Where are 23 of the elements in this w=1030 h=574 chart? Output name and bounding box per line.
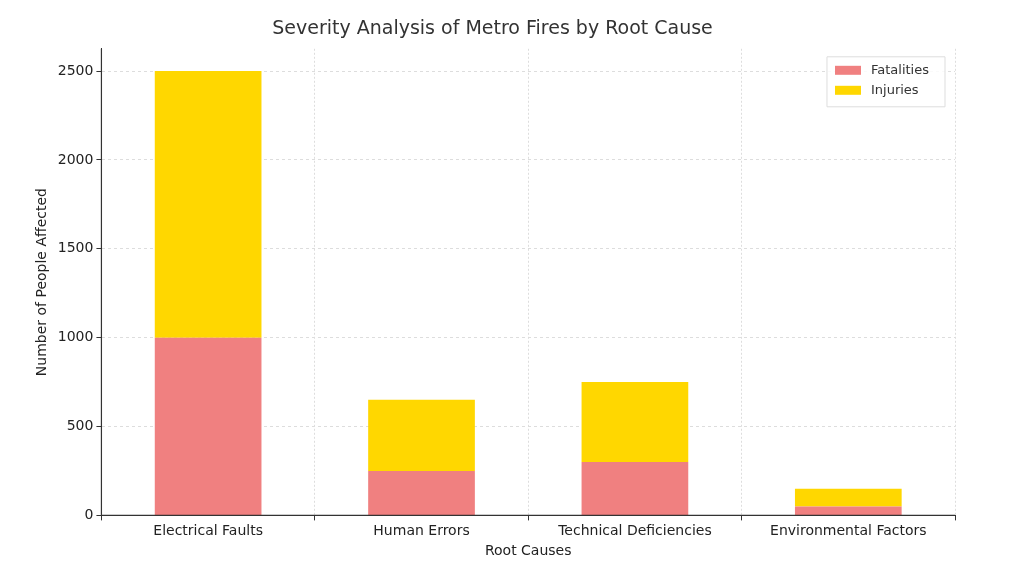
bar <box>581 462 689 515</box>
chart-title: Severity Analysis of Metro Fires by Root Cause <box>272 16 713 39</box>
bar <box>581 382 689 463</box>
x-axis-title: Root Causes <box>484 542 572 559</box>
legend-label: Fatalities <box>870 62 930 78</box>
y-tick-label: 2000 <box>57 150 94 167</box>
x-tick-label: Human Errors <box>373 522 470 539</box>
x-tick-label: Electrical Faults <box>153 522 263 539</box>
y-tick-label: 0 <box>84 506 94 523</box>
bar <box>154 71 262 338</box>
bar <box>794 506 902 515</box>
y-tick-label: 1000 <box>57 328 94 345</box>
y-tick-label: 1500 <box>57 239 94 256</box>
y-axis-title: Number of People Affected <box>33 188 50 377</box>
bar <box>154 337 262 515</box>
y-tick-label: 500 <box>66 417 94 434</box>
bar <box>368 399 475 471</box>
x-tick-label: Environmental Factors <box>770 522 927 539</box>
bar <box>794 488 902 507</box>
bar <box>368 470 475 515</box>
legend-label: Injuries <box>870 82 919 98</box>
x-tick-label: Technical Deficiencies <box>557 522 712 539</box>
y-tick-label: 2500 <box>57 61 94 78</box>
